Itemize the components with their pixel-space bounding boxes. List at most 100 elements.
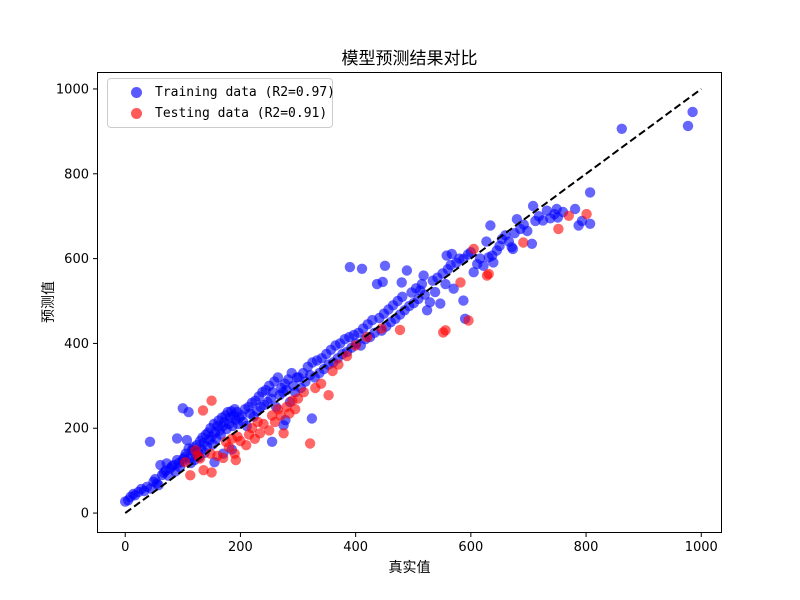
scatter-point	[429, 286, 441, 298]
scatter-point	[401, 265, 413, 276]
scatter-point	[306, 413, 318, 424]
scatter-point	[298, 387, 309, 398]
series-testing	[179, 208, 592, 481]
chart-title: 模型预测结果对比	[341, 49, 478, 68]
scatter-point	[424, 297, 436, 308]
y-tick-label: 0	[81, 507, 89, 522]
scatter-point	[183, 406, 194, 418]
x-tick-label: 400	[343, 540, 368, 555]
legend-label-training: Training data (R2=0.97)	[155, 85, 336, 100]
scatter-point	[341, 350, 353, 362]
scatter-point	[483, 268, 494, 280]
scatter-point	[230, 454, 241, 466]
scatter-point	[315, 378, 327, 389]
axis-ticks: 0 200 400 600 800 1000 0 200 400 600 800 1000	[56, 82, 718, 555]
scatter-point	[275, 410, 286, 421]
x-tick-label: 800	[574, 540, 599, 555]
scatter-point	[198, 465, 209, 476]
scatter-point	[397, 291, 408, 302]
y-tick-label: 1000	[56, 82, 89, 97]
y-axis-label: 预测值	[40, 281, 56, 323]
scatter-point	[290, 404, 301, 415]
scatter-point	[418, 270, 429, 281]
x-tick-label: 600	[458, 540, 483, 555]
scatter-point	[185, 470, 196, 481]
training-marker-icon	[131, 87, 142, 98]
scatter-point	[458, 295, 469, 306]
scatter-point	[440, 278, 451, 290]
testing-marker-icon	[131, 108, 142, 119]
scatter-point	[218, 452, 229, 464]
scatter-point	[171, 433, 183, 444]
scatter-point	[485, 220, 496, 231]
scatter-point	[272, 372, 284, 383]
scatter-point	[264, 425, 275, 436]
scatter-point	[421, 305, 433, 316]
scatter-point	[181, 434, 193, 446]
scatter-point	[376, 323, 387, 334]
scatter-point	[440, 325, 451, 336]
scatter-point	[616, 123, 627, 134]
y-tick-label: 600	[64, 252, 89, 267]
scatter-point	[396, 277, 407, 288]
scatter-point	[350, 340, 361, 351]
scatter-point	[584, 218, 596, 229]
legend-label-testing: Testing data (R2=0.91)	[155, 106, 328, 121]
scatter-point	[144, 436, 156, 447]
scatter-point	[278, 428, 289, 439]
plot-border	[97, 72, 722, 533]
scatter-point	[581, 208, 592, 220]
scatter-point	[254, 428, 266, 439]
legend-item-testing: Testing data (R2=0.91)	[131, 106, 328, 121]
x-tick-label: 0	[121, 540, 129, 555]
scatter-point	[448, 283, 459, 294]
series-training	[120, 106, 698, 507]
scatter-point	[455, 277, 466, 288]
scatter-point	[488, 257, 499, 268]
scatter-point	[206, 467, 217, 478]
scatter-point	[266, 436, 278, 447]
scatter-point	[522, 225, 533, 237]
scatter-point	[569, 203, 581, 215]
scatter-point	[333, 359, 344, 370]
scatter-point	[682, 120, 694, 132]
scatter-point	[416, 278, 428, 290]
identity-line	[124, 88, 702, 514]
scatter-point	[304, 438, 316, 449]
scatter-point	[441, 250, 452, 261]
scatter-point	[518, 237, 529, 248]
scatter-point	[356, 263, 368, 274]
x-axis-label: 真实值	[388, 559, 431, 575]
legend: Training data (R2=0.97) Testing data (R2…	[107, 78, 335, 128]
scatter-point	[584, 187, 596, 198]
y-tick-label: 400	[64, 337, 89, 352]
scatter-point	[463, 315, 474, 326]
scatter-point	[419, 289, 430, 300]
scatter-point	[527, 200, 539, 212]
scatter-point	[478, 260, 489, 271]
x-tick-label: 1000	[685, 540, 718, 555]
scatter-point	[563, 210, 574, 221]
scatter-point	[179, 457, 191, 468]
scatter-point	[507, 243, 519, 255]
scatter-point	[468, 243, 479, 255]
scatter-point	[379, 260, 391, 271]
scatter-point	[323, 390, 334, 401]
scatter-point	[241, 440, 252, 451]
y-tick-label: 200	[64, 422, 89, 437]
scatter-point	[206, 395, 217, 406]
scatter-point	[687, 106, 698, 118]
x-tick-label: 200	[228, 540, 253, 555]
scatter-point	[394, 324, 406, 336]
legend-item-training: Training data (R2=0.97)	[131, 85, 335, 100]
scatter-point	[435, 298, 446, 309]
scatter-point	[468, 267, 479, 278]
scatter-point	[197, 405, 209, 416]
scatter-point	[344, 261, 356, 273]
scatter-point	[377, 276, 388, 288]
scatter-point	[553, 223, 564, 235]
scatter-point	[526, 238, 538, 249]
y-tick-label: 800	[64, 167, 89, 182]
